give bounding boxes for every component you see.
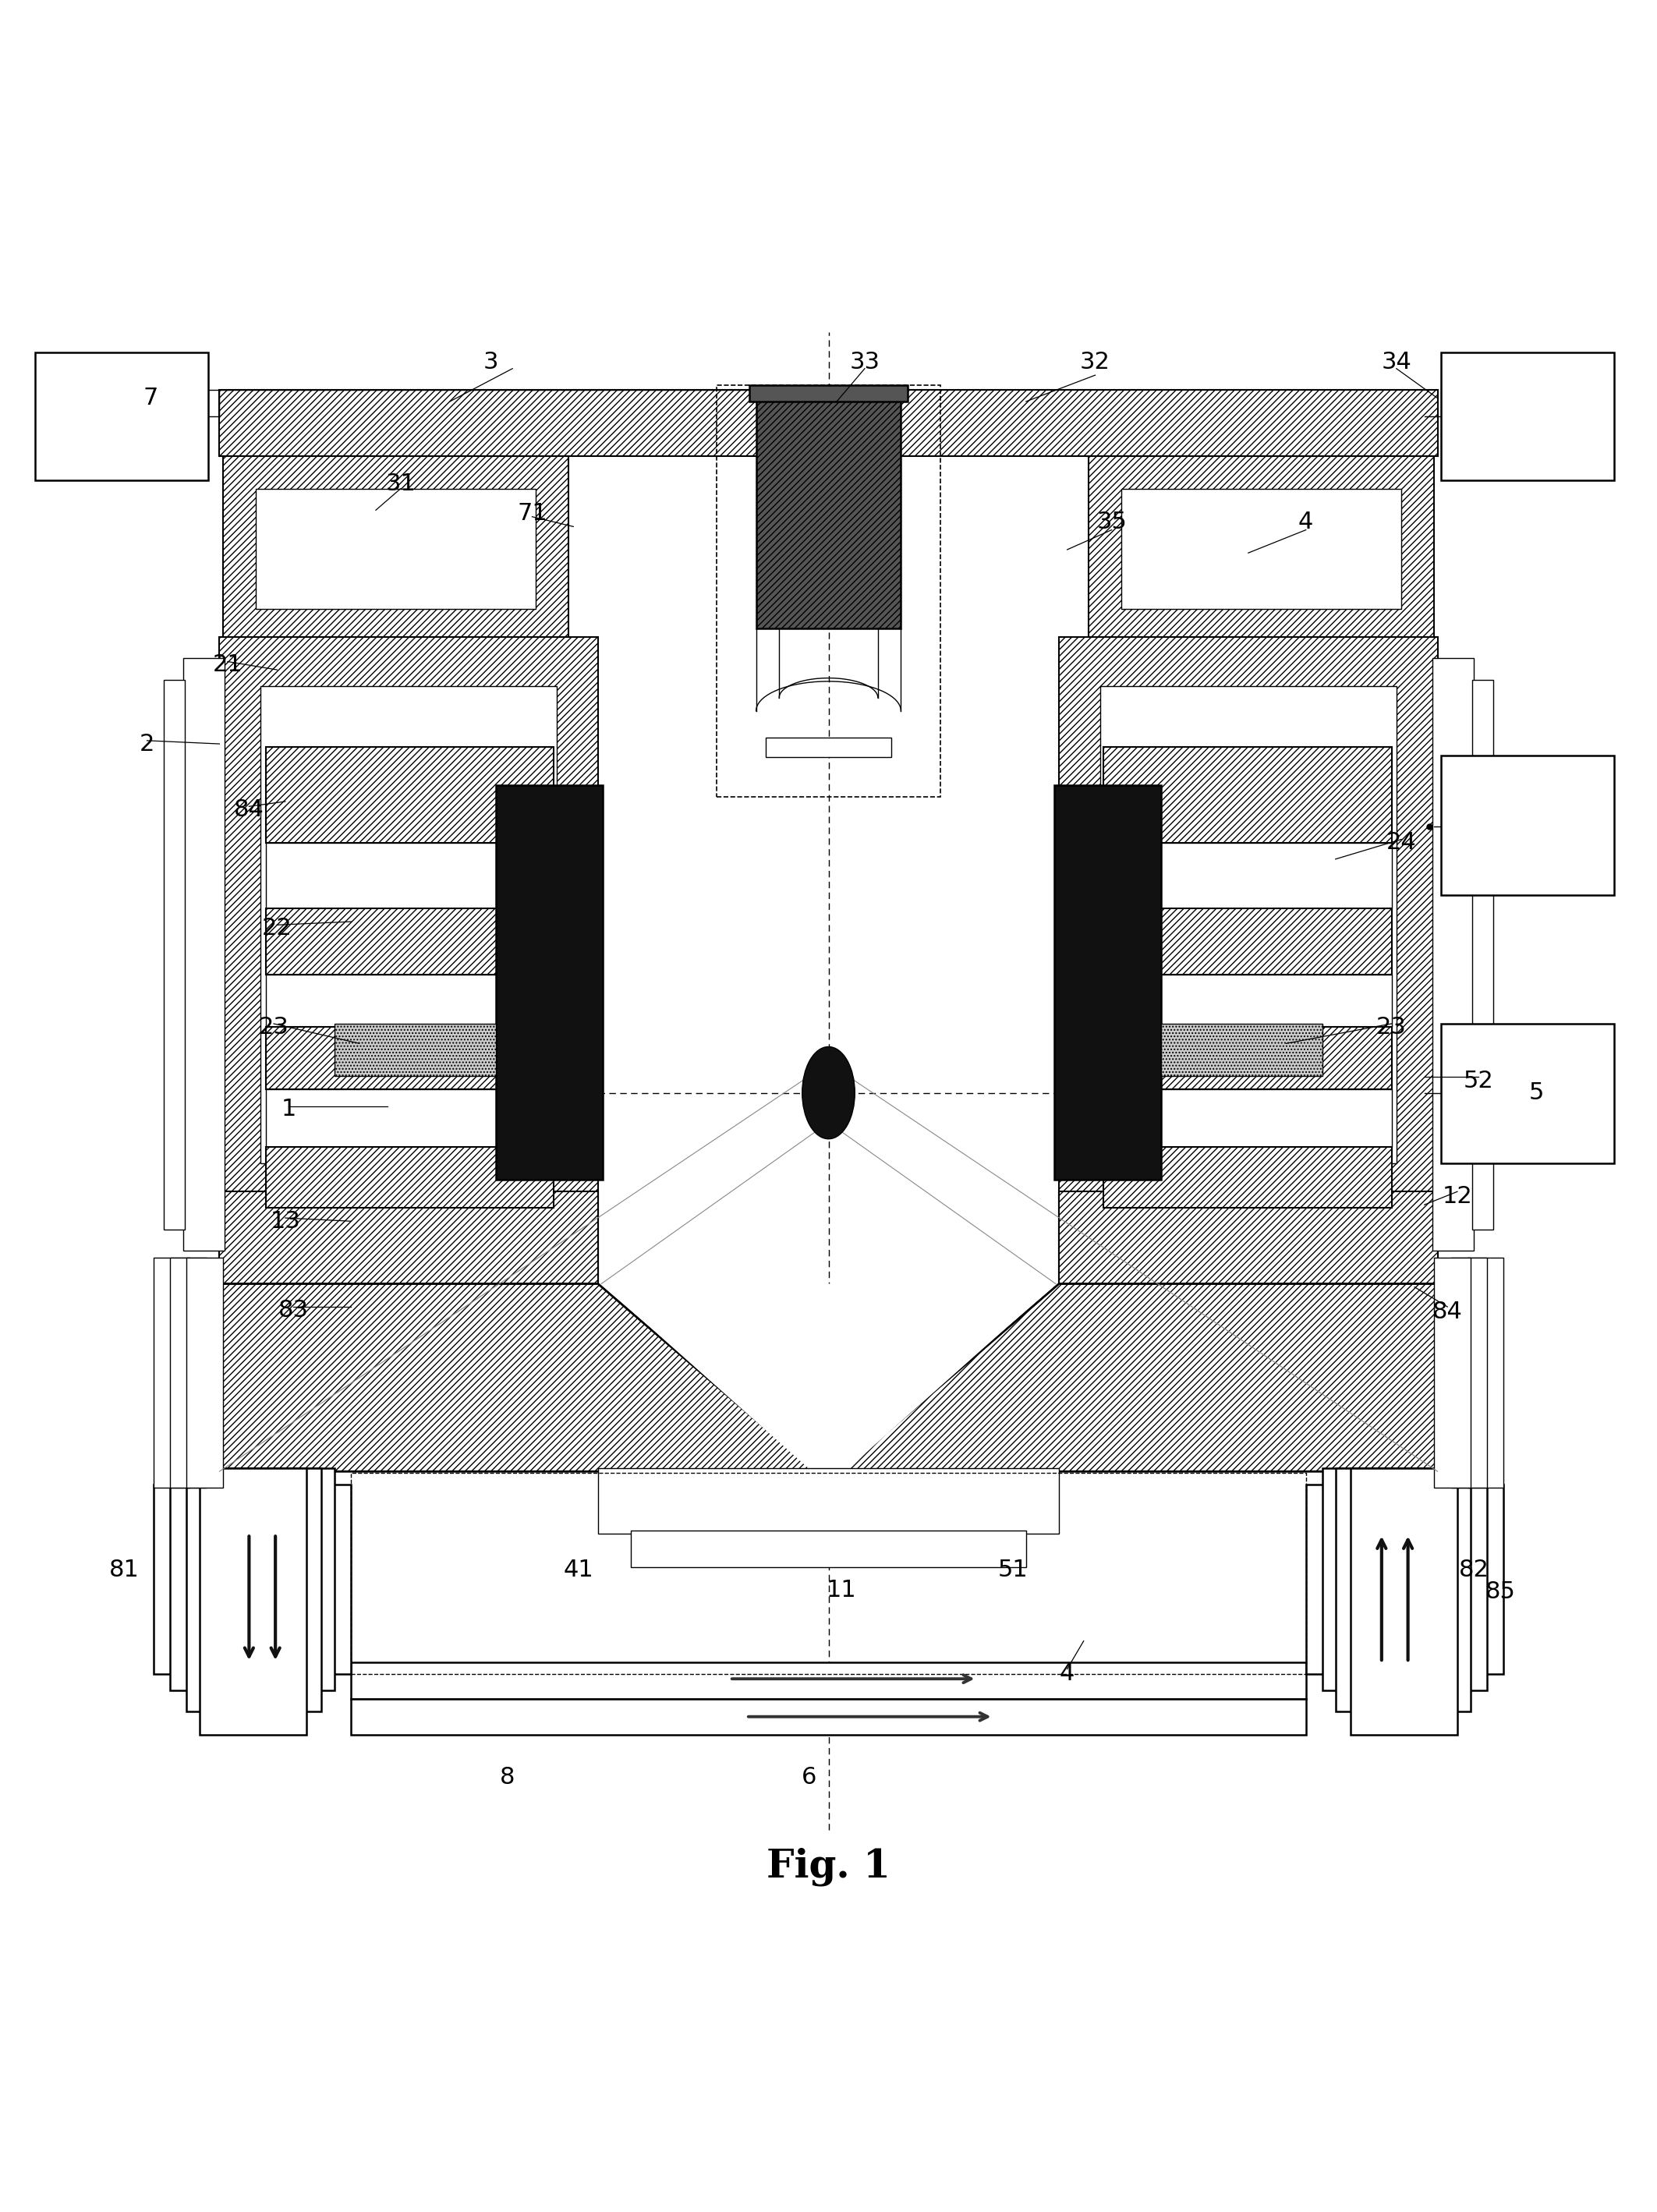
- Bar: [35, 352, 207, 480]
- Bar: [255, 489, 535, 608]
- Bar: [1104, 1148, 1392, 1208]
- Text: 7: 7: [143, 387, 157, 409]
- Polygon shape: [842, 1283, 1438, 1471]
- Bar: [1100, 686, 1397, 1164]
- Bar: [1442, 352, 1614, 480]
- Bar: [749, 385, 908, 403]
- Text: 5: 5: [1529, 1082, 1544, 1104]
- Bar: [1471, 679, 1493, 1230]
- Text: 32: 32: [1080, 352, 1110, 374]
- Bar: [351, 1663, 1306, 1699]
- Bar: [265, 843, 553, 909]
- Bar: [1466, 1256, 1503, 1489]
- Bar: [265, 1148, 553, 1208]
- Text: Fig. 1: Fig. 1: [767, 1847, 890, 1887]
- Text: 33: 33: [850, 352, 880, 374]
- Bar: [184, 659, 224, 1250]
- Bar: [219, 1192, 598, 1287]
- Bar: [1350, 1469, 1458, 1734]
- Bar: [187, 1256, 222, 1489]
- Text: 84: 84: [1432, 1301, 1463, 1323]
- Bar: [1089, 456, 1435, 646]
- Text: 51: 51: [998, 1559, 1027, 1582]
- Bar: [171, 1256, 205, 1489]
- Bar: [335, 1024, 495, 1077]
- Bar: [164, 679, 186, 1230]
- Text: 22: 22: [262, 918, 292, 940]
- Text: 81: 81: [109, 1559, 139, 1582]
- Bar: [171, 1469, 335, 1690]
- Bar: [1433, 659, 1473, 1250]
- Bar: [1322, 1469, 1486, 1690]
- Bar: [265, 973, 553, 1026]
- Bar: [1104, 1091, 1392, 1148]
- Bar: [265, 1026, 553, 1091]
- Bar: [351, 1699, 1306, 1734]
- Bar: [1059, 1192, 1438, 1287]
- Text: 82: 82: [1458, 1559, 1490, 1582]
- Text: 2: 2: [139, 732, 154, 754]
- Bar: [1162, 1024, 1322, 1077]
- Bar: [1336, 1469, 1470, 1712]
- Text: 23: 23: [258, 1015, 288, 1037]
- Text: 31: 31: [386, 473, 416, 495]
- Bar: [756, 389, 901, 628]
- Bar: [265, 909, 553, 973]
- Text: 83: 83: [278, 1298, 308, 1321]
- Bar: [631, 1531, 1026, 1566]
- Bar: [1104, 748, 1392, 843]
- Bar: [222, 456, 568, 646]
- Text: 4: 4: [1059, 1663, 1075, 1686]
- Ellipse shape: [802, 1046, 855, 1139]
- Bar: [154, 1484, 351, 1674]
- Text: 52: 52: [1463, 1071, 1495, 1093]
- Bar: [1442, 1024, 1614, 1164]
- Bar: [598, 1469, 1059, 1533]
- Bar: [1059, 637, 1438, 1287]
- Bar: [199, 1469, 307, 1734]
- Bar: [1306, 1484, 1503, 1674]
- Bar: [1104, 843, 1392, 909]
- Bar: [265, 748, 553, 843]
- Bar: [1104, 1026, 1392, 1091]
- Polygon shape: [601, 1283, 1056, 1471]
- Text: 6: 6: [802, 1765, 817, 1790]
- Bar: [265, 1091, 553, 1148]
- Bar: [260, 686, 557, 1164]
- Text: 24: 24: [1387, 832, 1417, 854]
- Text: 12: 12: [1442, 1186, 1473, 1208]
- Bar: [187, 1469, 321, 1712]
- Bar: [1104, 909, 1392, 973]
- Text: 13: 13: [270, 1210, 300, 1232]
- Polygon shape: [219, 1283, 815, 1471]
- Text: 4: 4: [1299, 511, 1314, 533]
- Bar: [219, 389, 1438, 456]
- Bar: [495, 785, 603, 1179]
- Bar: [762, 445, 895, 460]
- Bar: [154, 1256, 191, 1489]
- Text: 11: 11: [827, 1579, 857, 1601]
- Bar: [1122, 489, 1402, 608]
- Text: 84: 84: [234, 799, 263, 821]
- Bar: [351, 1473, 1306, 1674]
- Text: 35: 35: [1097, 511, 1127, 533]
- Bar: [1104, 973, 1392, 1026]
- Text: 71: 71: [517, 502, 547, 524]
- Bar: [779, 389, 878, 456]
- Text: 1: 1: [282, 1097, 297, 1121]
- Text: 8: 8: [500, 1765, 515, 1790]
- Bar: [219, 637, 598, 1287]
- Bar: [1442, 754, 1614, 896]
- Text: 85: 85: [1485, 1579, 1514, 1604]
- Bar: [1452, 1256, 1486, 1489]
- Bar: [1435, 1256, 1470, 1489]
- Text: 34: 34: [1382, 352, 1412, 374]
- Bar: [716, 385, 941, 796]
- Text: 23: 23: [1377, 1015, 1407, 1037]
- Bar: [766, 737, 891, 757]
- Text: 41: 41: [563, 1559, 593, 1582]
- Text: 21: 21: [212, 653, 244, 677]
- Bar: [1054, 785, 1162, 1179]
- Text: 3: 3: [484, 352, 499, 374]
